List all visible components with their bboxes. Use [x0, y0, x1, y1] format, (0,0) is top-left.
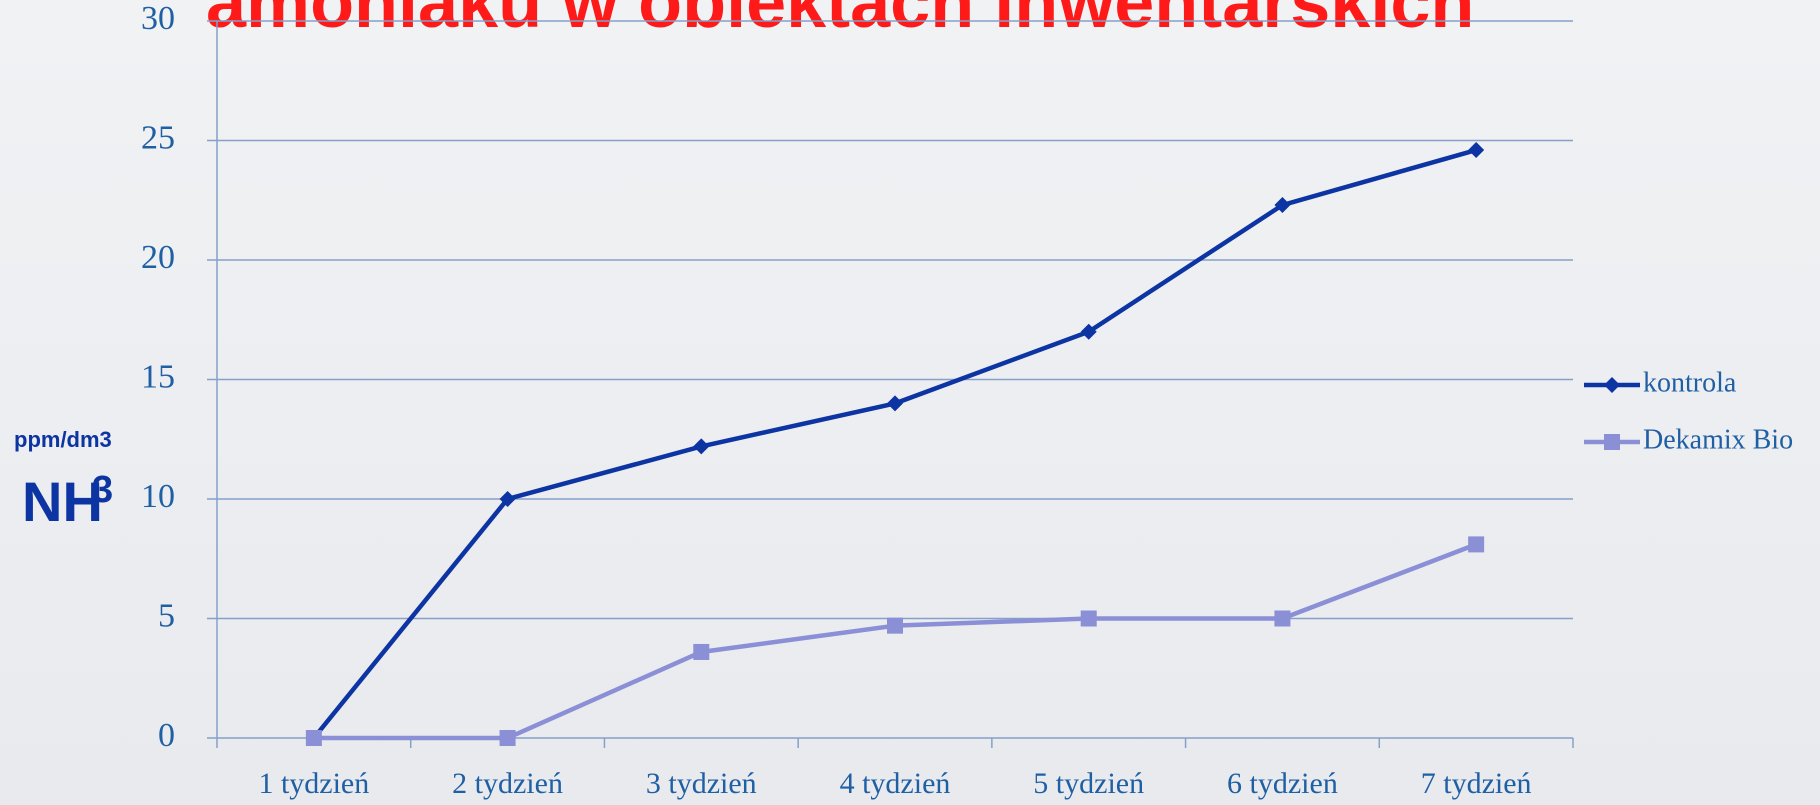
y-tick-label: 0: [158, 717, 175, 754]
x-tick-label: 6 tydzień: [1227, 767, 1338, 800]
x-tick-label: 2 tydzień: [452, 767, 563, 800]
data-point: [1080, 610, 1097, 627]
legend-marker: [1604, 377, 1620, 393]
data-point: [887, 617, 903, 634]
x-tick-label: 4 tydzień: [840, 767, 951, 800]
data-point: [1468, 142, 1485, 159]
unit-sup: 3: [92, 469, 113, 511]
x-tick-label: 7 tydzień: [1421, 767, 1532, 800]
series-line: [313, 542, 1477, 741]
data-point: [1274, 197, 1291, 214]
series-line: [312, 147, 1477, 740]
y-tick-label: 30: [141, 0, 175, 37]
y-tick-label: 20: [141, 239, 175, 276]
x-tick-label: 5 tydzień: [1033, 767, 1144, 800]
unit-base: NH: [22, 470, 103, 533]
y-axis-label: ppm/dm3: [14, 427, 112, 452]
data-point: [693, 643, 710, 660]
data-point: [693, 438, 710, 455]
data-point: [1274, 610, 1291, 627]
y-tick-label: 15: [141, 358, 175, 395]
x-tick-label: 1 tydzień: [258, 767, 369, 800]
legend-label: kontrola: [1643, 367, 1737, 398]
data-point: [499, 491, 516, 507]
data-point: [1468, 536, 1485, 553]
x-tick-label: 3 tydzień: [646, 767, 757, 800]
data-point: [1080, 323, 1097, 340]
legend-label: Dekamix Bio: [1643, 424, 1793, 455]
data-point: [305, 730, 322, 746]
y-tick-label: 5: [158, 597, 175, 634]
data-point: [887, 395, 903, 412]
y-tick-label: 10: [141, 478, 175, 515]
y-tick-label: 25: [141, 119, 175, 156]
data-point: [499, 730, 516, 746]
legend-marker: [1604, 434, 1620, 450]
